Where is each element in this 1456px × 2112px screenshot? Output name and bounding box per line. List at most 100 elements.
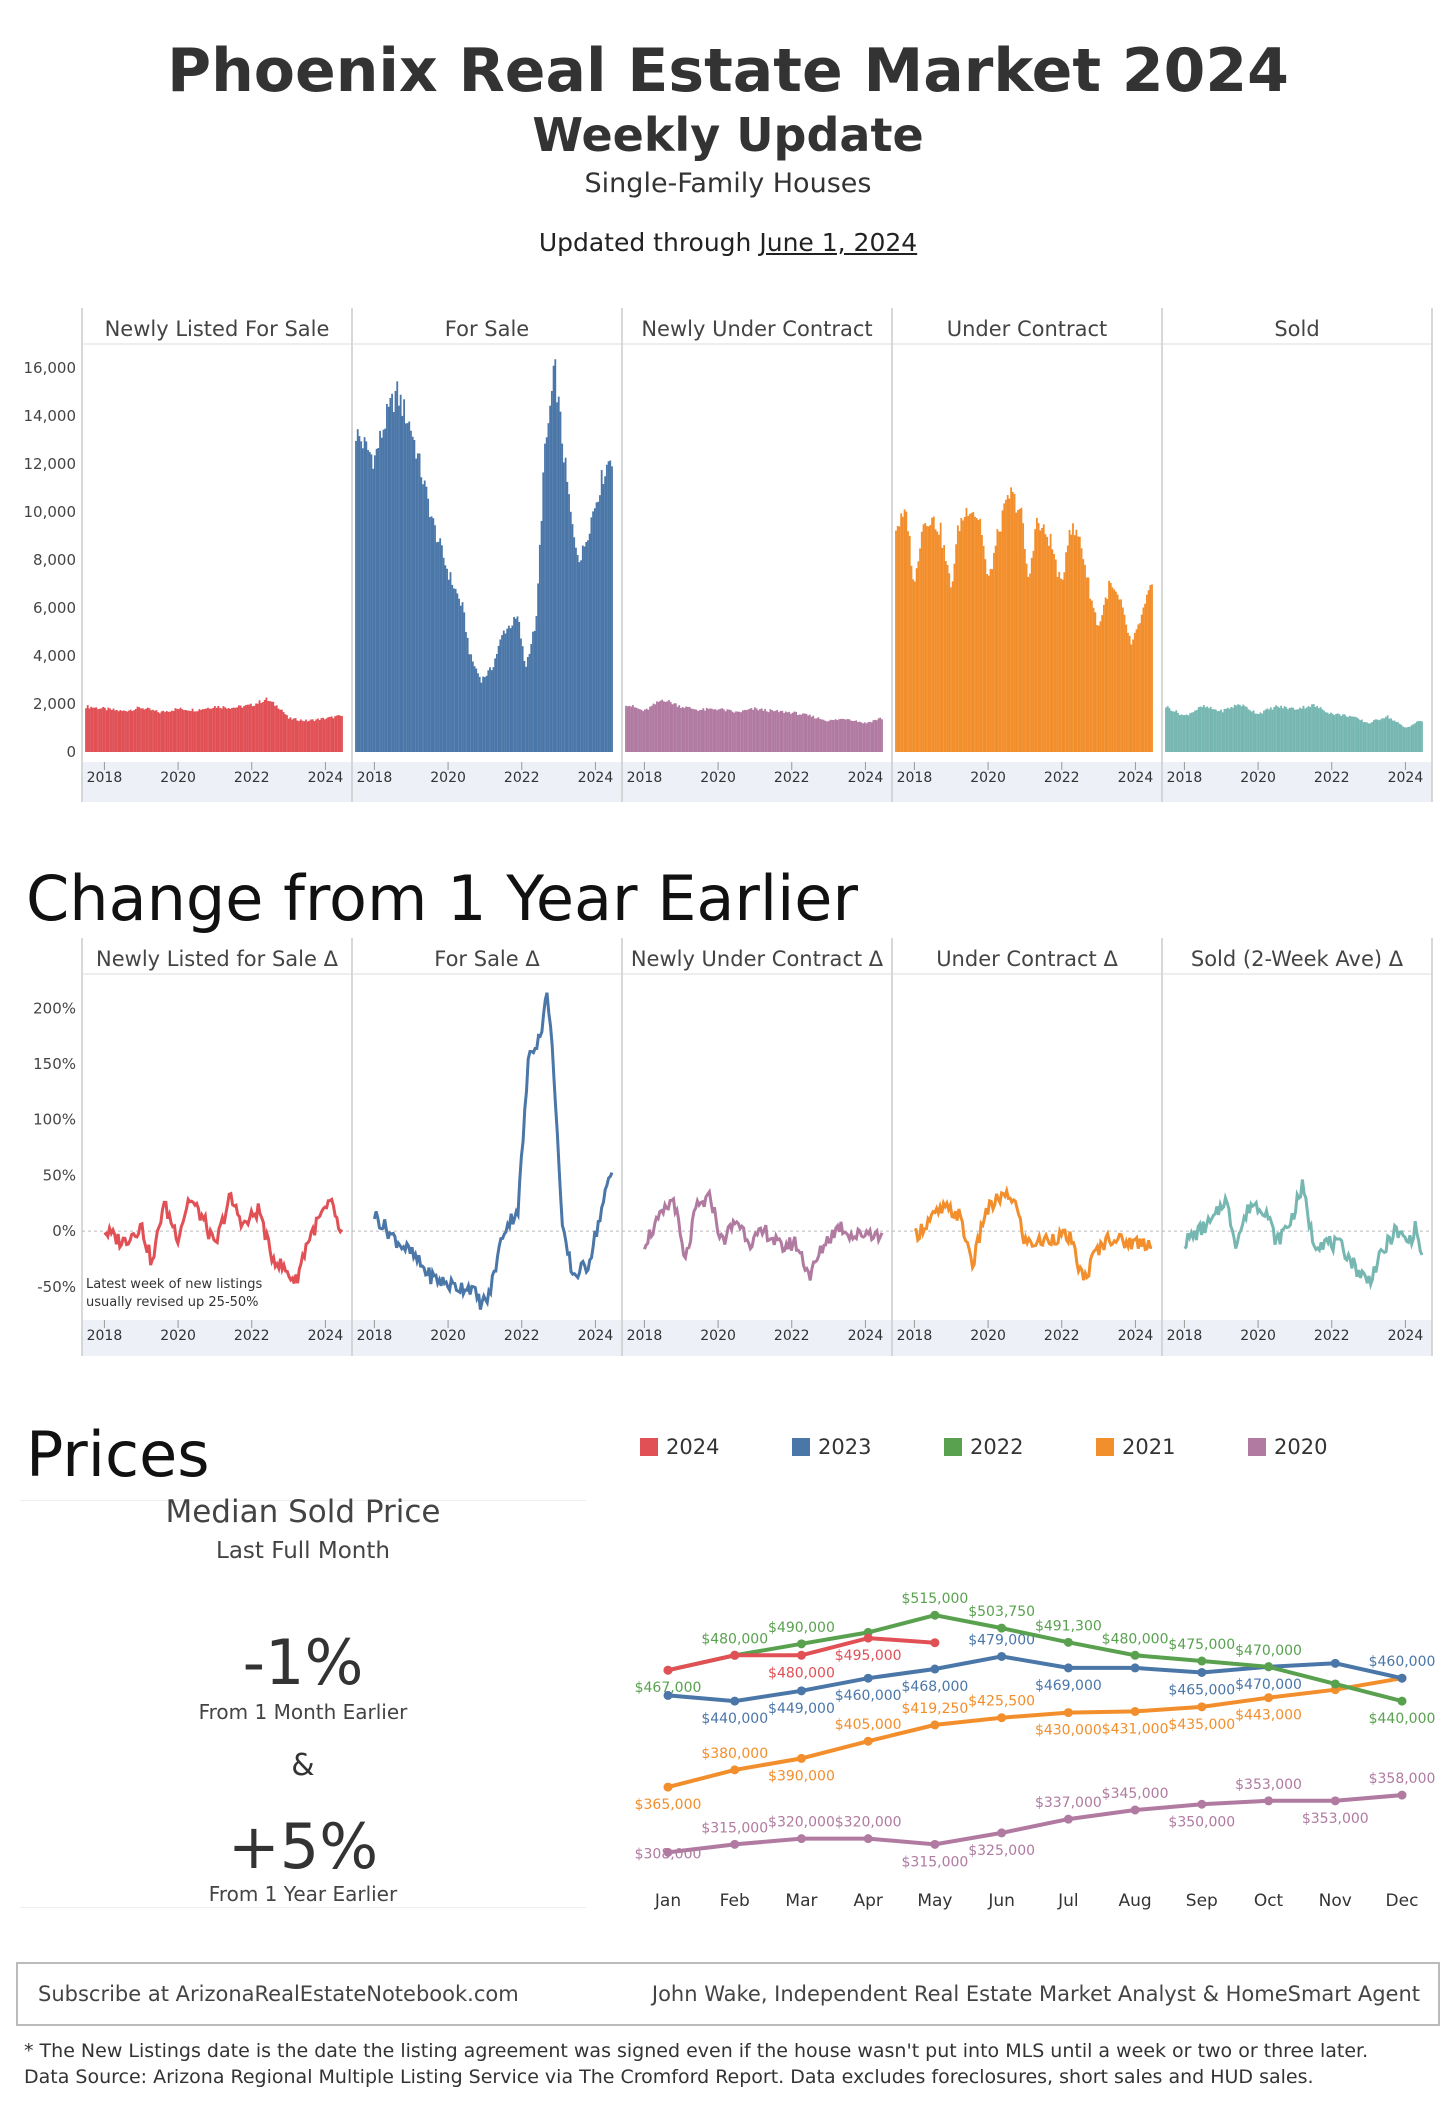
area-bar [268,701,271,752]
area-bar [325,718,328,752]
price-point [1397,1696,1407,1706]
area-bar [90,706,93,752]
area-bar [296,720,299,752]
area-bar [1281,708,1284,752]
area-bar [437,541,440,752]
area-bar [1273,707,1276,752]
area-bar [963,516,966,752]
area-bar [802,713,804,752]
area-bar [88,708,91,752]
area-bar [1391,720,1394,752]
area-bar [1259,712,1262,752]
price-line [667,1654,1403,1704]
area-bar [1305,707,1308,752]
area-bar [688,706,691,752]
area-bar [858,721,861,752]
area-bar [700,709,703,752]
area-bar [568,494,570,752]
area-bar [506,628,509,752]
area-bar [219,707,221,752]
area-bar [711,708,713,752]
area-bar [145,708,148,752]
area-bar [580,560,582,752]
area-bar [238,705,240,752]
y-tick-label: 0% [52,1222,76,1240]
area-bar [855,720,858,752]
area-bar [974,516,976,752]
area-bar [323,719,326,752]
area-bar [745,710,748,752]
area-bar [148,708,151,752]
area-bar [1118,599,1121,752]
area-bar [1249,710,1252,752]
area-bar [814,718,816,752]
area-bar [126,711,129,752]
area-bar [1175,710,1178,752]
area-bar [330,716,333,752]
area-bar [1242,704,1245,752]
area-bar [109,708,111,752]
price-data-label: $353,000 [1302,1811,1369,1827]
area-bar [1128,635,1131,752]
area-bar [1302,705,1305,752]
area-bar [313,721,316,752]
month-tick-label: Jan [654,1891,681,1911]
area-bar [232,707,235,752]
area-bar [1251,711,1253,752]
area-bar [1230,707,1233,752]
price-data-label: $480,000 [701,1631,768,1647]
area-bar [984,559,987,752]
panel-title: For Sale [445,317,529,341]
price-data-label: $460,000 [835,1688,902,1704]
area-bar [1386,715,1389,752]
area-bar [824,720,827,752]
area-bar [1039,530,1042,752]
area-bar [1367,723,1370,752]
area-bar [449,572,452,752]
area-bar [521,646,524,752]
area-bar [986,574,988,752]
area-bar [1003,503,1006,752]
price-data-label: $320,000 [768,1815,835,1831]
area-bar [987,575,990,752]
price-data-label: $490,000 [768,1620,835,1636]
area-bar [1290,707,1293,752]
area-bar [508,625,510,752]
area-bar [851,720,854,752]
area-bar [356,429,359,752]
area-bar [649,706,651,752]
price-data-label: $353,000 [1235,1777,1302,1793]
area-bar [155,710,158,752]
x-tick-label: 2022 [504,770,540,786]
area-bar [769,709,772,752]
area-bar [581,545,584,752]
area-bar [434,525,436,752]
price-point [1063,1708,1073,1718]
area-bar [630,706,633,752]
area-bar [1238,704,1241,752]
area-bar [996,529,999,752]
price-data-label: $431,000 [1102,1721,1169,1737]
price-data-label: $440,000 [1369,1711,1436,1727]
subscribe-link[interactable]: Subscribe at ArizonaRealEstateNotebook.c… [38,1982,519,2006]
area-bar [420,477,423,752]
area-bar [1397,722,1399,752]
area-bar [741,710,744,752]
area-bar [1245,706,1248,752]
area-bar [805,714,808,752]
price-line [667,1676,1403,1790]
area-bar [260,703,263,752]
area-bar [1087,577,1090,752]
price-data-label: $320,000 [835,1815,902,1831]
price-data-label: $467,000 [635,1680,702,1696]
area-bar [556,402,558,752]
price-point [997,1651,1007,1661]
area-bar [576,555,579,752]
area-bar [171,710,173,752]
area-bar [1247,709,1250,752]
area-bar [717,709,720,752]
area-bar [791,712,794,752]
area-bar [834,719,837,752]
area-bar [561,443,564,752]
area-bar [1345,716,1348,752]
